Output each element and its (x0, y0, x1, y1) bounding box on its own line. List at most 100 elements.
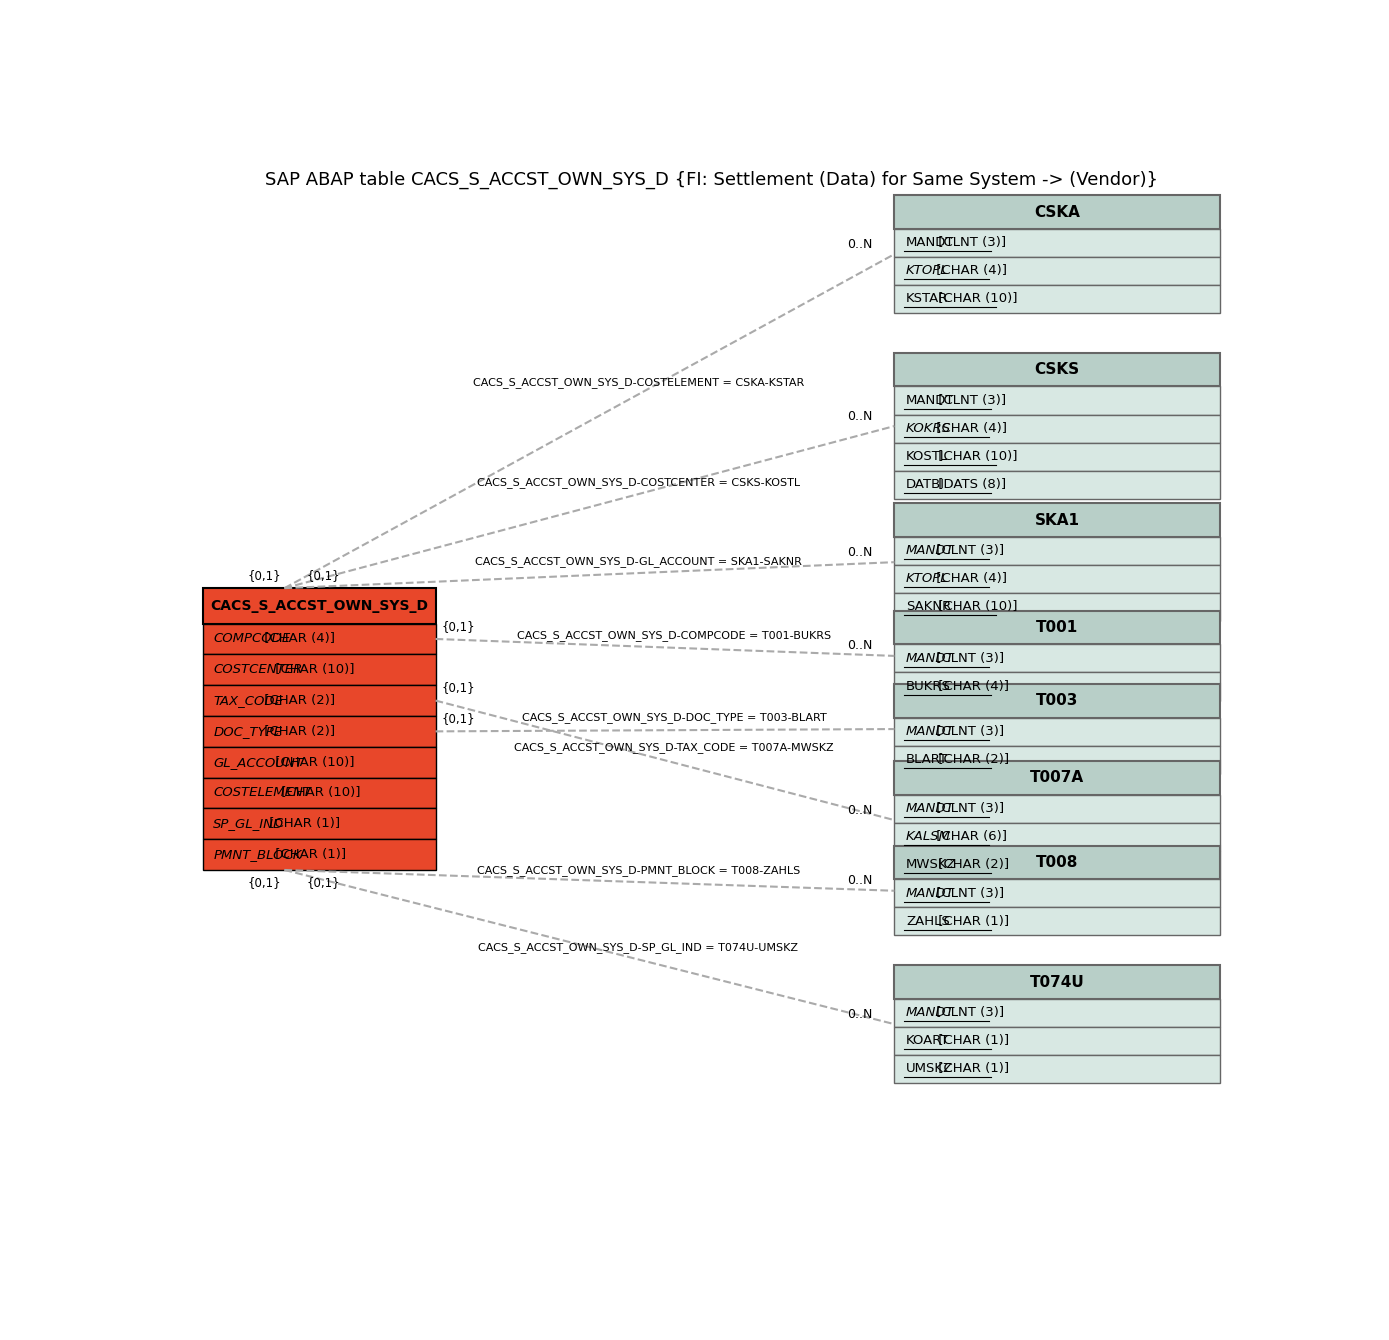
Text: [CHAR (2)]: [CHAR (2)] (260, 725, 335, 738)
Text: [CHAR (4)]: [CHAR (4)] (260, 632, 335, 646)
Text: [CHAR (10)]: [CHAR (10)] (271, 663, 354, 677)
FancyBboxPatch shape (895, 846, 1220, 879)
Text: CACS_S_ACCST_OWN_SYS_D-DOC_TYPE = T003-BLART: CACS_S_ACCST_OWN_SYS_D-DOC_TYPE = T003-B… (522, 713, 826, 724)
Text: [CHAR (4)]: [CHAR (4)] (932, 422, 1007, 436)
Text: {0,1}: {0,1} (247, 876, 281, 890)
Text: [CLNT (3)]: [CLNT (3)] (935, 236, 1007, 249)
FancyBboxPatch shape (895, 442, 1220, 470)
Text: CACS_S_ACCST_OWN_SYS_D-TAX_CODE = T007A-MWSKZ: CACS_S_ACCST_OWN_SYS_D-TAX_CODE = T007A-… (514, 742, 833, 753)
Text: PMNT_BLOCK: PMNT_BLOCK (213, 848, 301, 862)
FancyBboxPatch shape (895, 414, 1220, 442)
Text: [CHAR (10)]: [CHAR (10)] (935, 600, 1018, 614)
Text: KOKRS: KOKRS (906, 422, 951, 436)
Text: [CHAR (10)]: [CHAR (10)] (276, 787, 361, 800)
FancyBboxPatch shape (895, 536, 1220, 564)
Text: [CLNT (3)]: [CLNT (3)] (932, 725, 1004, 738)
FancyBboxPatch shape (895, 229, 1220, 257)
Text: MANDT: MANDT (906, 1006, 954, 1020)
Text: SAKNR: SAKNR (906, 600, 951, 614)
FancyBboxPatch shape (895, 470, 1220, 498)
FancyBboxPatch shape (895, 564, 1220, 592)
Text: CACS_S_ACCST_OWN_SYS_D-GL_ACCOUNT = SKA1-SAKNR: CACS_S_ACCST_OWN_SYS_D-GL_ACCOUNT = SKA1… (475, 556, 801, 567)
Text: CACS_S_ACCST_OWN_SYS_D-COSTCENTER = CSKS-KOSTL: CACS_S_ACCST_OWN_SYS_D-COSTCENTER = CSKS… (476, 477, 800, 488)
FancyBboxPatch shape (895, 907, 1220, 935)
FancyBboxPatch shape (895, 196, 1220, 229)
Text: CACS_S_ACCST_OWN_SYS_D-SP_GL_IND = T074U-UMSKZ: CACS_S_ACCST_OWN_SYS_D-SP_GL_IND = T074U… (478, 942, 799, 953)
Text: KOSTL: KOSTL (906, 450, 949, 464)
FancyBboxPatch shape (895, 1026, 1220, 1055)
Text: GL_ACCOUNT: GL_ACCOUNT (213, 756, 303, 769)
Text: [CLNT (3)]: [CLNT (3)] (932, 1006, 1004, 1020)
Text: {0,1}: {0,1} (307, 570, 340, 582)
FancyBboxPatch shape (895, 965, 1220, 998)
Text: T008: T008 (1036, 855, 1078, 870)
Text: 0..N: 0..N (847, 410, 872, 422)
Text: DOC_TYPE: DOC_TYPE (213, 725, 282, 738)
Text: 0..N: 0..N (847, 545, 872, 559)
Text: {0,1}: {0,1} (442, 682, 475, 694)
Text: CSKS: CSKS (1035, 362, 1079, 378)
Text: T003: T003 (1036, 694, 1078, 709)
Text: MANDT: MANDT (906, 725, 954, 738)
Text: [CHAR (10)]: [CHAR (10)] (935, 450, 1018, 464)
FancyBboxPatch shape (203, 716, 436, 746)
FancyBboxPatch shape (203, 777, 436, 808)
Text: [CHAR (2)]: [CHAR (2)] (260, 694, 335, 708)
Text: CACS_S_ACCST_OWN_SYS_D-PMNT_BLOCK = T008-ZAHLS: CACS_S_ACCST_OWN_SYS_D-PMNT_BLOCK = T008… (476, 864, 800, 876)
Text: [CHAR (1)]: [CHAR (1)] (935, 1063, 1010, 1075)
FancyBboxPatch shape (895, 717, 1220, 745)
Text: [DATS (8)]: [DATS (8)] (935, 478, 1007, 492)
FancyBboxPatch shape (895, 386, 1220, 414)
Text: {0,1}: {0,1} (307, 876, 340, 890)
FancyBboxPatch shape (895, 673, 1220, 701)
Text: {0,1}: {0,1} (442, 713, 475, 725)
Text: 0..N: 0..N (847, 1008, 872, 1021)
Text: T074U: T074U (1029, 974, 1085, 989)
Text: [CLNT (3)]: [CLNT (3)] (935, 394, 1007, 407)
Text: COMPCODE: COMPCODE (213, 632, 290, 646)
Text: [CHAR (2)]: [CHAR (2)] (935, 753, 1010, 766)
Text: [CHAR (4)]: [CHAR (4)] (932, 572, 1007, 586)
Text: 0..N: 0..N (847, 237, 872, 251)
FancyBboxPatch shape (895, 1055, 1220, 1083)
Text: 0..N: 0..N (847, 804, 872, 816)
Text: MANDT: MANDT (906, 236, 954, 249)
Text: [CHAR (1)]: [CHAR (1)] (935, 915, 1010, 927)
Text: [CHAR (2)]: [CHAR (2)] (935, 859, 1010, 871)
Text: 0..N: 0..N (847, 639, 872, 653)
Text: CSKA: CSKA (1035, 205, 1081, 220)
Text: KTOPL: KTOPL (906, 572, 949, 586)
Text: KOART: KOART (906, 1034, 950, 1048)
Text: UMSKZ: UMSKZ (906, 1063, 953, 1075)
Text: [CHAR (10)]: [CHAR (10)] (271, 756, 354, 769)
Text: [CHAR (1)]: [CHAR (1)] (935, 1034, 1010, 1048)
Text: DATBI: DATBI (906, 478, 945, 492)
Text: [CHAR (4)]: [CHAR (4)] (935, 679, 1010, 693)
FancyBboxPatch shape (203, 839, 436, 870)
Text: T001: T001 (1036, 620, 1078, 635)
Text: MANDT: MANDT (906, 803, 954, 815)
Text: [CLNT (3)]: [CLNT (3)] (932, 803, 1004, 815)
Text: CACS_S_ACCST_OWN_SYS_D-COSTELEMENT = CSKA-KSTAR: CACS_S_ACCST_OWN_SYS_D-COSTELEMENT = CSK… (472, 378, 804, 389)
FancyBboxPatch shape (895, 592, 1220, 620)
Text: 0..N: 0..N (847, 874, 872, 887)
FancyBboxPatch shape (895, 745, 1220, 773)
Text: MWSKZ: MWSKZ (906, 859, 957, 871)
Text: SKA1: SKA1 (1035, 512, 1079, 528)
FancyBboxPatch shape (895, 795, 1220, 823)
Text: CACS_S_ACCST_OWN_SYS_D: CACS_S_ACCST_OWN_SYS_D (210, 599, 428, 612)
FancyBboxPatch shape (895, 761, 1220, 795)
Text: SAP ABAP table CACS_S_ACCST_OWN_SYS_D {FI: Settlement (Data) for Same System -> : SAP ABAP table CACS_S_ACCST_OWN_SYS_D {F… (265, 172, 1158, 189)
FancyBboxPatch shape (895, 257, 1220, 285)
FancyBboxPatch shape (895, 685, 1220, 717)
Text: [CLNT (3)]: [CLNT (3)] (932, 653, 1004, 665)
FancyBboxPatch shape (203, 654, 436, 685)
FancyBboxPatch shape (203, 623, 436, 654)
FancyBboxPatch shape (895, 879, 1220, 907)
Text: MANDT: MANDT (906, 394, 954, 407)
Text: KTOPL: KTOPL (906, 264, 949, 277)
Text: KSTAR: KSTAR (906, 292, 949, 306)
FancyBboxPatch shape (895, 998, 1220, 1026)
Text: [CLNT (3)]: [CLNT (3)] (932, 544, 1004, 557)
Text: CACS_S_ACCST_OWN_SYS_D-COMPCODE = T001-BUKRS: CACS_S_ACCST_OWN_SYS_D-COMPCODE = T001-B… (517, 630, 831, 641)
